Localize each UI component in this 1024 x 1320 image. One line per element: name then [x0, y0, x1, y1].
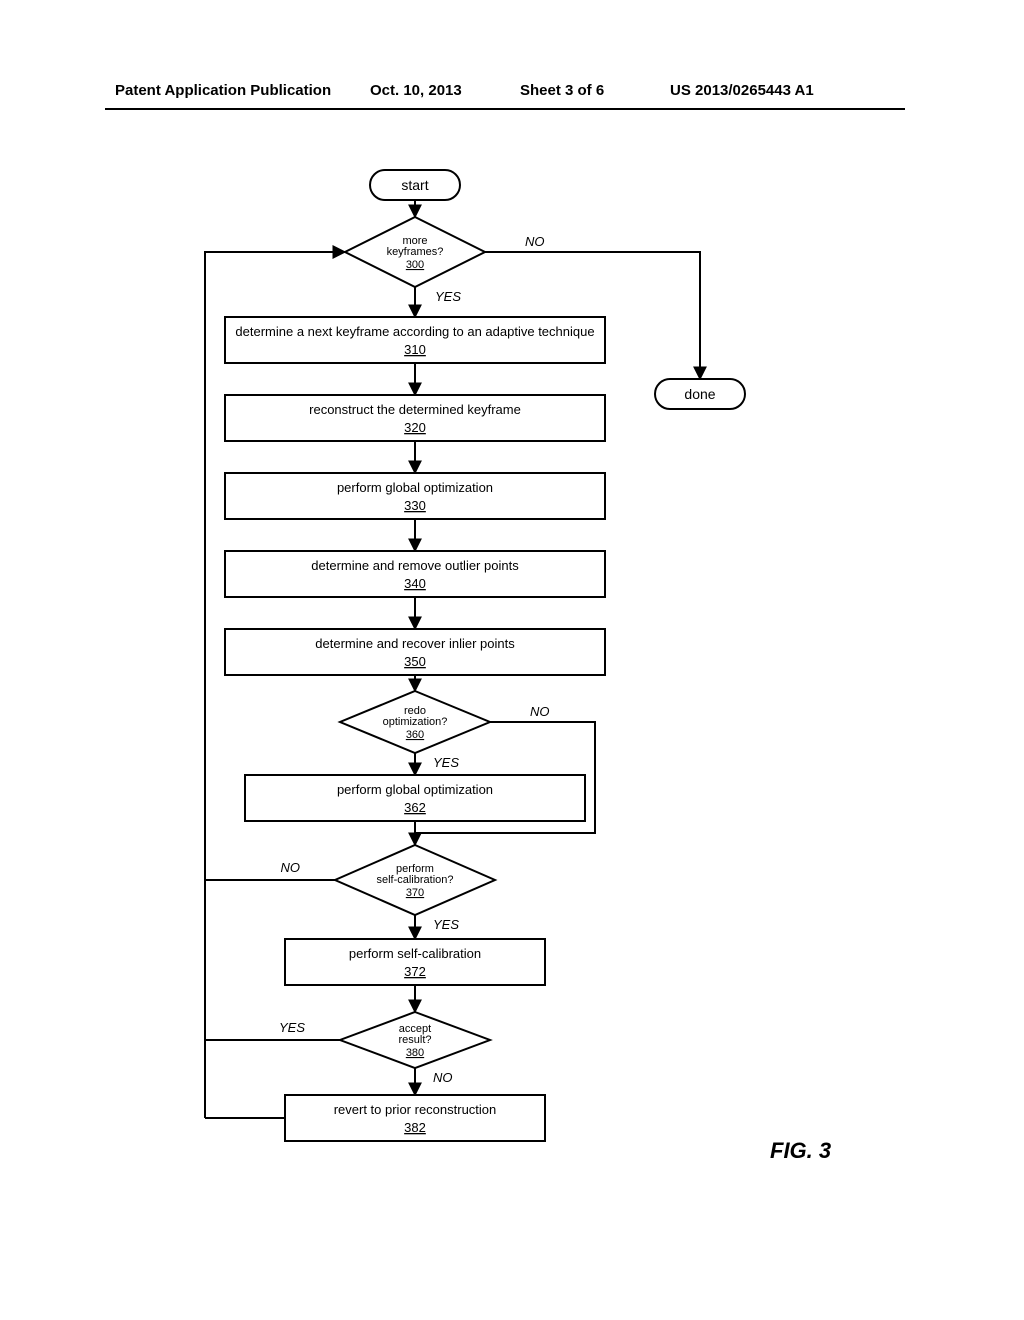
svg-text:NO: NO — [281, 860, 301, 875]
node-360: redooptimization?360 — [340, 691, 490, 753]
node-380: acceptresult?380 — [340, 1012, 490, 1068]
node-done: done — [655, 379, 745, 409]
node-372: perform self-calibration 372 — [285, 939, 545, 985]
svg-text:determine and remove outlier p: determine and remove outlier points — [311, 558, 519, 573]
node-start: start — [370, 170, 460, 200]
svg-text:YES: YES — [433, 917, 459, 932]
node-340: determine and remove outlier points 340 — [225, 551, 605, 597]
svg-text:360: 360 — [406, 729, 424, 741]
svg-text:382: 382 — [404, 1120, 426, 1135]
flowchart: start done morekeyframes?300 determine a ne… — [0, 0, 1024, 1320]
svg-text:self-calibration?: self-calibration? — [376, 874, 453, 886]
svg-text:372: 372 — [404, 964, 426, 979]
node-320: reconstruct the determined keyframe 320 — [225, 395, 605, 441]
svg-text:determine and recover inlier p: determine and recover inlier points — [315, 636, 515, 651]
svg-text:start: start — [401, 177, 428, 193]
svg-text:370: 370 — [406, 887, 424, 899]
svg-text:optimization?: optimization? — [383, 716, 448, 728]
node-310: determine a next keyframe according to a… — [225, 317, 605, 363]
svg-text:perform self-calibration: perform self-calibration — [349, 946, 481, 961]
node-382: revert to prior reconstruction 382 — [285, 1095, 545, 1141]
svg-text:330: 330 — [404, 498, 426, 513]
page: Patent Application Publication Oct. 10, … — [0, 0, 1024, 1320]
svg-text:perform global optimization: perform global optimization — [337, 782, 493, 797]
svg-text:reconstruct the determined key: reconstruct the determined keyframe — [309, 402, 521, 417]
svg-text:YES: YES — [435, 289, 461, 304]
svg-text:320: 320 — [404, 420, 426, 435]
svg-text:determine a next keyframe acco: determine a next keyframe according to a… — [235, 324, 594, 339]
svg-text:NO: NO — [530, 704, 550, 719]
svg-text:380: 380 — [406, 1047, 424, 1059]
svg-text:done: done — [684, 386, 715, 402]
svg-text:keyframes?: keyframes? — [387, 246, 444, 258]
svg-text:300: 300 — [406, 259, 424, 271]
node-330: perform global optimization 330 — [225, 473, 605, 519]
svg-text:perform global optimization: perform global optimization — [337, 480, 493, 495]
svg-text:result?: result? — [398, 1034, 431, 1046]
svg-text:350: 350 — [404, 654, 426, 669]
svg-text:YES: YES — [433, 755, 459, 770]
svg-text:340: 340 — [404, 576, 426, 591]
node-370: performself-calibration?370 — [335, 845, 495, 915]
node-362: perform global optimization 362 — [245, 775, 585, 821]
svg-text:YES: YES — [279, 1020, 305, 1035]
node-300: morekeyframes?300 — [345, 217, 485, 287]
svg-text:NO: NO — [525, 234, 545, 249]
node-350: determine and recover inlier points 350 — [225, 629, 605, 675]
svg-text:revert to prior reconstruction: revert to prior reconstruction — [334, 1102, 497, 1117]
svg-text:362: 362 — [404, 800, 426, 815]
svg-text:310: 310 — [404, 342, 426, 357]
svg-text:NO: NO — [433, 1070, 453, 1085]
